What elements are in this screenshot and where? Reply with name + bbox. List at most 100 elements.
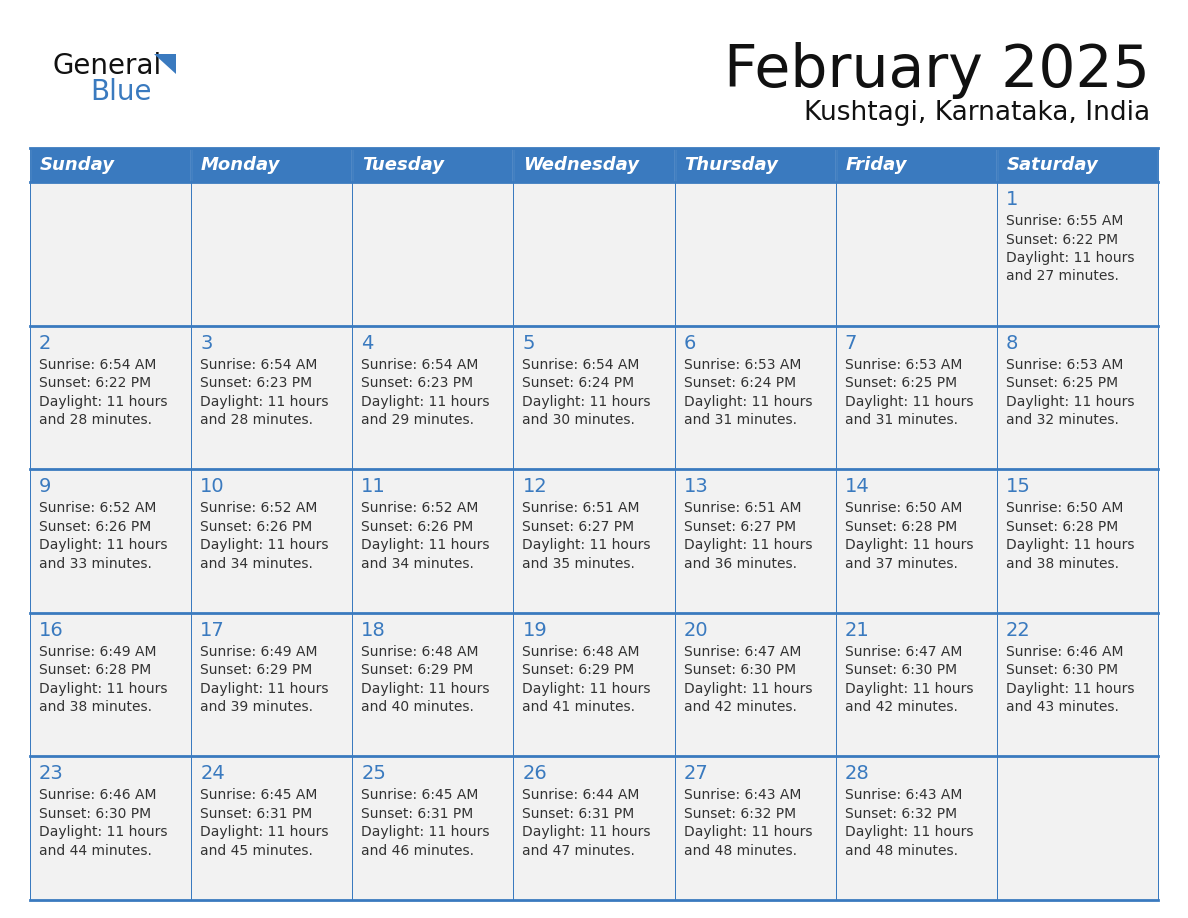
Text: 24: 24	[200, 765, 225, 783]
Text: Sunset: 6:26 PM: Sunset: 6:26 PM	[200, 520, 312, 533]
Text: Daylight: 11 hours: Daylight: 11 hours	[361, 682, 489, 696]
Text: Sunrise: 6:47 AM: Sunrise: 6:47 AM	[845, 644, 962, 659]
Text: Sunset: 6:31 PM: Sunset: 6:31 PM	[361, 807, 474, 821]
Text: Daylight: 11 hours: Daylight: 11 hours	[683, 395, 813, 409]
Bar	[191, 182, 353, 326]
Bar	[997, 148, 1158, 182]
Text: Daylight: 11 hours: Daylight: 11 hours	[200, 682, 329, 696]
Text: Sunset: 6:23 PM: Sunset: 6:23 PM	[361, 376, 473, 390]
Bar	[513, 148, 675, 182]
Text: Sunrise: 6:48 AM: Sunrise: 6:48 AM	[523, 644, 640, 659]
Bar	[191, 148, 353, 182]
Text: 28: 28	[845, 765, 870, 783]
Text: Saturday: Saturday	[1006, 156, 1098, 174]
Bar	[675, 326, 835, 469]
Text: Daylight: 11 hours: Daylight: 11 hours	[523, 538, 651, 553]
Bar	[835, 326, 997, 469]
Text: Sunset: 6:31 PM: Sunset: 6:31 PM	[523, 807, 634, 821]
Text: 7: 7	[845, 333, 857, 353]
Text: Daylight: 11 hours: Daylight: 11 hours	[1006, 251, 1135, 265]
Text: Daylight: 11 hours: Daylight: 11 hours	[39, 825, 168, 839]
Text: 1: 1	[1006, 190, 1018, 209]
Text: Sunrise: 6:48 AM: Sunrise: 6:48 AM	[361, 644, 479, 659]
Text: Sunrise: 6:52 AM: Sunrise: 6:52 AM	[361, 501, 479, 515]
Text: Sunset: 6:28 PM: Sunset: 6:28 PM	[39, 664, 151, 677]
Text: Sunrise: 6:50 AM: Sunrise: 6:50 AM	[845, 501, 962, 515]
Text: Daylight: 11 hours: Daylight: 11 hours	[200, 538, 329, 553]
Text: Sunset: 6:24 PM: Sunset: 6:24 PM	[683, 376, 796, 390]
Text: Sunrise: 6:52 AM: Sunrise: 6:52 AM	[200, 501, 317, 515]
Text: Sunset: 6:22 PM: Sunset: 6:22 PM	[39, 376, 151, 390]
Text: Sunrise: 6:51 AM: Sunrise: 6:51 AM	[523, 501, 640, 515]
Text: and 44 minutes.: and 44 minutes.	[39, 844, 152, 858]
Text: and 42 minutes.: and 42 minutes.	[845, 700, 958, 714]
Text: Daylight: 11 hours: Daylight: 11 hours	[39, 682, 168, 696]
Text: Kushtagi, Karnataka, India: Kushtagi, Karnataka, India	[804, 100, 1150, 126]
Bar	[997, 182, 1158, 326]
Text: Sunrise: 6:43 AM: Sunrise: 6:43 AM	[845, 789, 962, 802]
Text: Sunset: 6:22 PM: Sunset: 6:22 PM	[1006, 232, 1118, 247]
Text: Daylight: 11 hours: Daylight: 11 hours	[1006, 538, 1135, 553]
Text: 8: 8	[1006, 333, 1018, 353]
Text: Daylight: 11 hours: Daylight: 11 hours	[523, 682, 651, 696]
Text: 15: 15	[1006, 477, 1031, 497]
Text: Sunset: 6:32 PM: Sunset: 6:32 PM	[683, 807, 796, 821]
Text: 20: 20	[683, 621, 708, 640]
Text: Sunset: 6:29 PM: Sunset: 6:29 PM	[361, 664, 474, 677]
Bar	[997, 613, 1158, 756]
Text: Monday: Monday	[201, 156, 280, 174]
Text: and 40 minutes.: and 40 minutes.	[361, 700, 474, 714]
Bar	[513, 326, 675, 469]
Text: Sunrise: 6:53 AM: Sunrise: 6:53 AM	[683, 358, 801, 372]
Text: Blue: Blue	[90, 78, 152, 106]
Text: Sunrise: 6:53 AM: Sunrise: 6:53 AM	[845, 358, 962, 372]
Text: Daylight: 11 hours: Daylight: 11 hours	[845, 682, 973, 696]
Text: Sunrise: 6:52 AM: Sunrise: 6:52 AM	[39, 501, 157, 515]
Text: Daylight: 11 hours: Daylight: 11 hours	[1006, 395, 1135, 409]
Text: Sunrise: 6:44 AM: Sunrise: 6:44 AM	[523, 789, 640, 802]
Bar	[353, 469, 513, 613]
Text: and 27 minutes.: and 27 minutes.	[1006, 270, 1119, 284]
Text: Sunrise: 6:55 AM: Sunrise: 6:55 AM	[1006, 214, 1123, 228]
Polygon shape	[154, 54, 176, 74]
Text: 3: 3	[200, 333, 213, 353]
Text: and 38 minutes.: and 38 minutes.	[1006, 556, 1119, 571]
Text: and 42 minutes.: and 42 minutes.	[683, 700, 796, 714]
Bar	[513, 613, 675, 756]
Text: 19: 19	[523, 621, 548, 640]
Text: and 41 minutes.: and 41 minutes.	[523, 700, 636, 714]
Bar	[997, 756, 1158, 900]
Text: Daylight: 11 hours: Daylight: 11 hours	[683, 538, 813, 553]
Text: and 29 minutes.: and 29 minutes.	[361, 413, 474, 427]
Bar	[835, 756, 997, 900]
Bar	[675, 469, 835, 613]
Text: Daylight: 11 hours: Daylight: 11 hours	[683, 682, 813, 696]
Text: and 28 minutes.: and 28 minutes.	[200, 413, 314, 427]
Text: 2: 2	[39, 333, 51, 353]
Text: Sunrise: 6:46 AM: Sunrise: 6:46 AM	[1006, 644, 1124, 659]
Bar	[30, 148, 191, 182]
Text: and 33 minutes.: and 33 minutes.	[39, 556, 152, 571]
Text: Sunrise: 6:46 AM: Sunrise: 6:46 AM	[39, 789, 157, 802]
Bar	[675, 613, 835, 756]
Text: Daylight: 11 hours: Daylight: 11 hours	[845, 395, 973, 409]
Text: Sunrise: 6:49 AM: Sunrise: 6:49 AM	[39, 644, 157, 659]
Text: and 35 minutes.: and 35 minutes.	[523, 556, 636, 571]
Bar	[353, 182, 513, 326]
Text: Sunrise: 6:54 AM: Sunrise: 6:54 AM	[523, 358, 640, 372]
Bar	[675, 756, 835, 900]
Text: 11: 11	[361, 477, 386, 497]
Text: Daylight: 11 hours: Daylight: 11 hours	[523, 825, 651, 839]
Text: 16: 16	[39, 621, 64, 640]
Bar	[30, 613, 191, 756]
Bar	[353, 148, 513, 182]
Text: and 48 minutes.: and 48 minutes.	[845, 844, 958, 858]
Bar	[835, 469, 997, 613]
Text: Sunset: 6:29 PM: Sunset: 6:29 PM	[523, 664, 634, 677]
Text: Daylight: 11 hours: Daylight: 11 hours	[683, 825, 813, 839]
Text: 5: 5	[523, 333, 535, 353]
Text: and 36 minutes.: and 36 minutes.	[683, 556, 797, 571]
Bar	[353, 756, 513, 900]
Bar	[835, 613, 997, 756]
Text: Sunrise: 6:43 AM: Sunrise: 6:43 AM	[683, 789, 801, 802]
